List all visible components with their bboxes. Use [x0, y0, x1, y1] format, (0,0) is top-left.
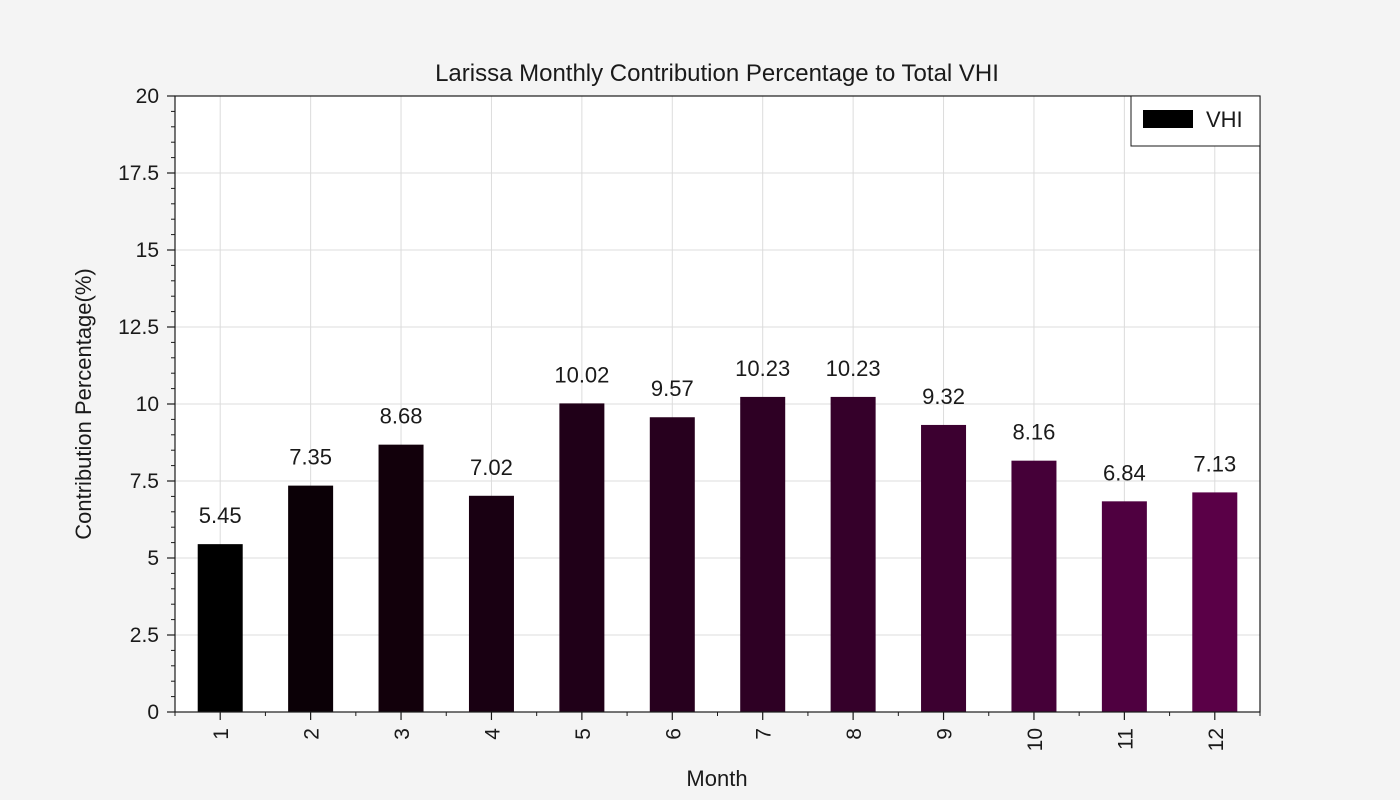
bar-month-10 [1011, 460, 1057, 712]
x-tick-label: 8 [843, 728, 866, 740]
bar-month-9 [921, 424, 967, 712]
bar-month-11 [1101, 501, 1147, 712]
y-tick-label: 10 [136, 393, 159, 416]
x-axis-label: Month [686, 766, 747, 791]
bar-month-6 [649, 417, 695, 712]
x-tick-label: 2 [301, 728, 324, 740]
x-tick-label: 3 [391, 728, 414, 740]
bars [197, 396, 1238, 712]
y-tick-label: 12.5 [118, 316, 159, 339]
y-axis: 0 2.5 5 7.5 10 12.5 15 17.5 20 [118, 85, 175, 724]
legend-label-vhi: VHI [1206, 107, 1243, 132]
bar-month-1 [197, 544, 243, 712]
data-label-month-8: 10.23 [826, 356, 881, 381]
bar-month-4 [468, 495, 514, 712]
bar-month-5 [559, 403, 605, 712]
data-label-month-12: 7.13 [1193, 451, 1236, 476]
data-label-month-7: 10.23 [735, 356, 790, 381]
data-label-month-11: 6.84 [1103, 460, 1146, 485]
y-axis-label: Contribution Percentage(%) [71, 268, 96, 539]
data-label-month-10: 8.16 [1013, 420, 1056, 445]
bar-month-2 [288, 485, 334, 712]
x-tick-label: 10 [1024, 728, 1047, 751]
data-label-month-5: 10.02 [554, 362, 609, 387]
x-tick-label: 4 [481, 728, 504, 740]
data-label-month-9: 9.32 [922, 384, 965, 409]
data-label-month-6: 9.57 [651, 376, 694, 401]
y-tick-label: 2.5 [130, 624, 159, 647]
data-label-month-4: 7.02 [470, 455, 513, 480]
x-tick-label: 12 [1205, 728, 1228, 751]
x-tick-label: 7 [753, 728, 776, 740]
y-tick-label: 5 [147, 547, 159, 570]
x-tick-label: 1 [210, 728, 233, 740]
y-tick-label: 7.5 [130, 470, 159, 493]
bar-month-12 [1192, 492, 1238, 712]
legend: VHI [1130, 95, 1261, 147]
y-tick-label: 0 [147, 701, 159, 724]
bar-month-7 [740, 396, 786, 712]
y-tick-label: 17.5 [118, 162, 159, 185]
bar-month-8 [830, 396, 876, 712]
data-label-month-2: 7.35 [289, 445, 332, 470]
x-tick-label: 6 [662, 728, 685, 740]
legend-swatch [1143, 110, 1193, 128]
bar-month-3 [378, 444, 424, 712]
data-labels: 5.45 7.35 8.68 7.02 10.02 9.57 10.23 10.23 9.32 8… [199, 356, 1236, 528]
x-axis: 1 2 3 4 5 6 7 8 9 10 11 12 [174, 712, 1261, 751]
data-label-month-3: 8.68 [380, 404, 423, 429]
data-label-month-1: 5.45 [199, 503, 242, 528]
y-tick-label: 20 [136, 85, 159, 108]
chart-title: Larissa Monthly Contribution Percentage … [435, 60, 999, 87]
y-tick-label: 15 [136, 239, 159, 262]
x-tick-label: 5 [572, 728, 595, 740]
x-tick-label: 11 [1114, 728, 1137, 750]
x-tick-label: 9 [934, 728, 957, 740]
